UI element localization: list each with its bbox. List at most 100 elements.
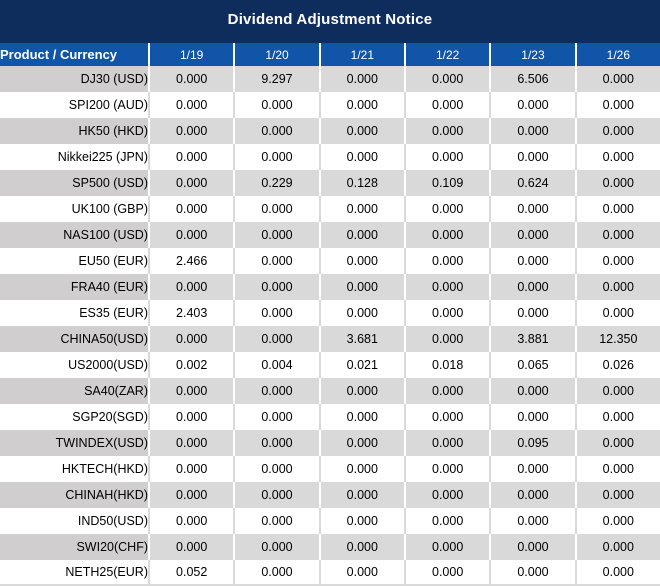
dividend-value-cell-adjusted: 0.624: [489, 170, 575, 196]
dividend-value-cell: 0.000: [148, 430, 234, 456]
dividend-value-cell: 0.000: [233, 222, 319, 248]
dividend-value-cell: 0.000: [574, 274, 660, 300]
dividend-value-cell: 0.000: [233, 482, 319, 508]
dividend-value-cell: 0.000: [403, 560, 490, 586]
table-row: TWINDEX(USD) 0.000 0.000 0.000 0.000 0.095 0.0…: [0, 430, 660, 456]
dividend-value-cell-adjusted: 3.681: [318, 326, 404, 352]
dividend-value-cell: 0.000: [574, 196, 660, 222]
dividend-value-cell: 0.000: [403, 118, 490, 144]
dividend-value-cell: 0.000: [574, 170, 660, 196]
dividend-value-cell: 0.000: [233, 560, 319, 586]
dividend-value-cell: 0.000: [489, 196, 575, 222]
product-cell: FRA40 (EUR): [0, 274, 148, 300]
dividend-value-cell: 0.000: [318, 534, 404, 560]
dividend-value-cell: 0.000: [403, 326, 490, 352]
table-row: EU50 (EUR) 2.466 0.000 0.000 0.000 0.000 0.000: [0, 248, 660, 274]
dividend-value-cell: 0.000: [148, 534, 234, 560]
dividend-value-cell-adjusted: 0.229: [233, 170, 319, 196]
product-cell: TWINDEX(USD): [0, 430, 148, 456]
dividend-value-cell-adjusted: 0.018: [403, 352, 490, 378]
table-row: SWI20(CHF) 0.000 0.000 0.000 0.000 0.000 0.000: [0, 534, 660, 560]
dividend-value-cell-adjusted: 0.065: [489, 352, 575, 378]
table-row: NAS100 (USD) 0.000 0.000 0.000 0.000 0.000 0.0…: [0, 222, 660, 248]
dividend-value-cell: 0.000: [489, 222, 575, 248]
product-cell: HKTECH(HKD): [0, 456, 148, 482]
dividend-value-cell: 0.000: [403, 248, 490, 274]
dividend-value-cell-adjusted: 12.350: [574, 326, 660, 352]
table-row: UK100 (GBP) 0.000 0.000 0.000 0.000 0.000 0.00…: [0, 196, 660, 222]
dividend-value-cell: 0.000: [489, 456, 575, 482]
product-cell: US2000(USD): [0, 352, 148, 378]
dividend-value-cell: 0.000: [489, 534, 575, 560]
product-cell: Nikkei225 (JPN): [0, 144, 148, 170]
dividend-value-cell-adjusted: 0.021: [318, 352, 404, 378]
dividend-value-cell: 0.000: [318, 404, 404, 430]
dividend-value-cell: 0.000: [574, 118, 660, 144]
dividend-value-cell: 0.000: [318, 482, 404, 508]
dividend-value-cell: 0.000: [574, 66, 660, 92]
date-column-header: 1/20: [233, 43, 319, 66]
dividend-value-cell: 0.000: [574, 482, 660, 508]
dividend-value-cell: 0.000: [574, 378, 660, 404]
dividend-value-cell-adjusted: 0.004: [233, 352, 319, 378]
dividend-value-cell: 0.000: [148, 144, 234, 170]
dividend-value-cell: 0.000: [489, 144, 575, 170]
dividend-value-cell: 0.000: [403, 430, 490, 456]
dividend-value-cell: 0.000: [574, 92, 660, 118]
dividend-value-cell-adjusted: 2.466: [148, 248, 234, 274]
dividend-value-cell: 0.000: [148, 274, 234, 300]
dividend-value-cell: 0.000: [233, 456, 319, 482]
dividend-value-cell: 0.000: [574, 248, 660, 274]
product-cell: HK50 (HKD): [0, 118, 148, 144]
dividend-value-cell: 0.000: [148, 456, 234, 482]
product-cell: CHINAH(HKD): [0, 482, 148, 508]
dividend-value-cell: 0.000: [403, 534, 490, 560]
dividend-value-cell: 0.000: [318, 66, 404, 92]
dividend-value-cell: 0.000: [574, 560, 660, 586]
dividend-value-cell: 0.000: [233, 430, 319, 456]
product-cell: NAS100 (USD): [0, 222, 148, 248]
dividend-value-cell-adjusted: 0.128: [318, 170, 404, 196]
dividend-value-cell: 0.000: [489, 300, 575, 326]
dividend-value-cell: 0.000: [148, 118, 234, 144]
dividend-value-cell: 0.000: [574, 300, 660, 326]
dividend-value-cell: 0.000: [148, 482, 234, 508]
table-row: SGP20(SGD) 0.000 0.000 0.000 0.000 0.000 0.000: [0, 404, 660, 430]
dividend-value-cell: 0.000: [403, 222, 490, 248]
dividend-value-cell: 0.000: [403, 196, 490, 222]
product-cell: UK100 (GBP): [0, 196, 148, 222]
table-row: DJ30 (USD) 0.000 9.297 0.000 0.000 6.506 0.000: [0, 66, 660, 92]
dividend-value-cell: 0.000: [403, 378, 490, 404]
dividend-value-cell: 0.000: [233, 118, 319, 144]
dividend-value-cell: 0.000: [403, 508, 490, 534]
product-cell: CHINA50(USD): [0, 326, 148, 352]
date-column-header: 1/23: [489, 43, 575, 66]
product-cell: SGP20(SGD): [0, 404, 148, 430]
dividend-value-cell: 0.000: [489, 274, 575, 300]
dividend-value-cell-adjusted: 0.095: [489, 430, 575, 456]
dividend-value-cell: 0.000: [318, 274, 404, 300]
table-row: CHINAH(HKD) 0.000 0.000 0.000 0.000 0.000 0.00…: [0, 482, 660, 508]
dividend-value-cell: 0.000: [574, 508, 660, 534]
dividend-value-cell: 0.000: [574, 144, 660, 170]
date-column-header: 1/22: [403, 43, 490, 66]
dividend-value-cell: 0.000: [574, 534, 660, 560]
dividend-value-cell: 0.000: [318, 196, 404, 222]
dividend-value-cell: 0.000: [148, 508, 234, 534]
dividend-value-cell: 0.000: [233, 144, 319, 170]
table-row: US2000(USD) 0.002 0.004 0.021 0.018 0.065 0.02…: [0, 352, 660, 378]
table-header-row: Product / Currency 1/19 1/20 1/21 1/22 1/23 1…: [0, 43, 660, 66]
dividend-value-cell: 0.000: [233, 300, 319, 326]
dividend-value-cell: 0.000: [148, 326, 234, 352]
dividend-value-cell: 0.000: [489, 560, 575, 586]
dividend-value-cell-adjusted: 2.403: [148, 300, 234, 326]
dividend-value-cell-adjusted: 9.297: [233, 66, 319, 92]
table-row: IND50(USD) 0.000 0.000 0.000 0.000 0.000 0.000: [0, 508, 660, 534]
dividend-value-cell: 0.000: [489, 404, 575, 430]
dividend-value-cell: 0.000: [318, 430, 404, 456]
dividend-value-cell: 0.000: [233, 326, 319, 352]
dividend-value-cell: 0.000: [148, 404, 234, 430]
dividend-value-cell: 0.000: [403, 404, 490, 430]
dividend-value-cell: 0.000: [403, 300, 490, 326]
dividend-value-cell: 0.000: [233, 196, 319, 222]
